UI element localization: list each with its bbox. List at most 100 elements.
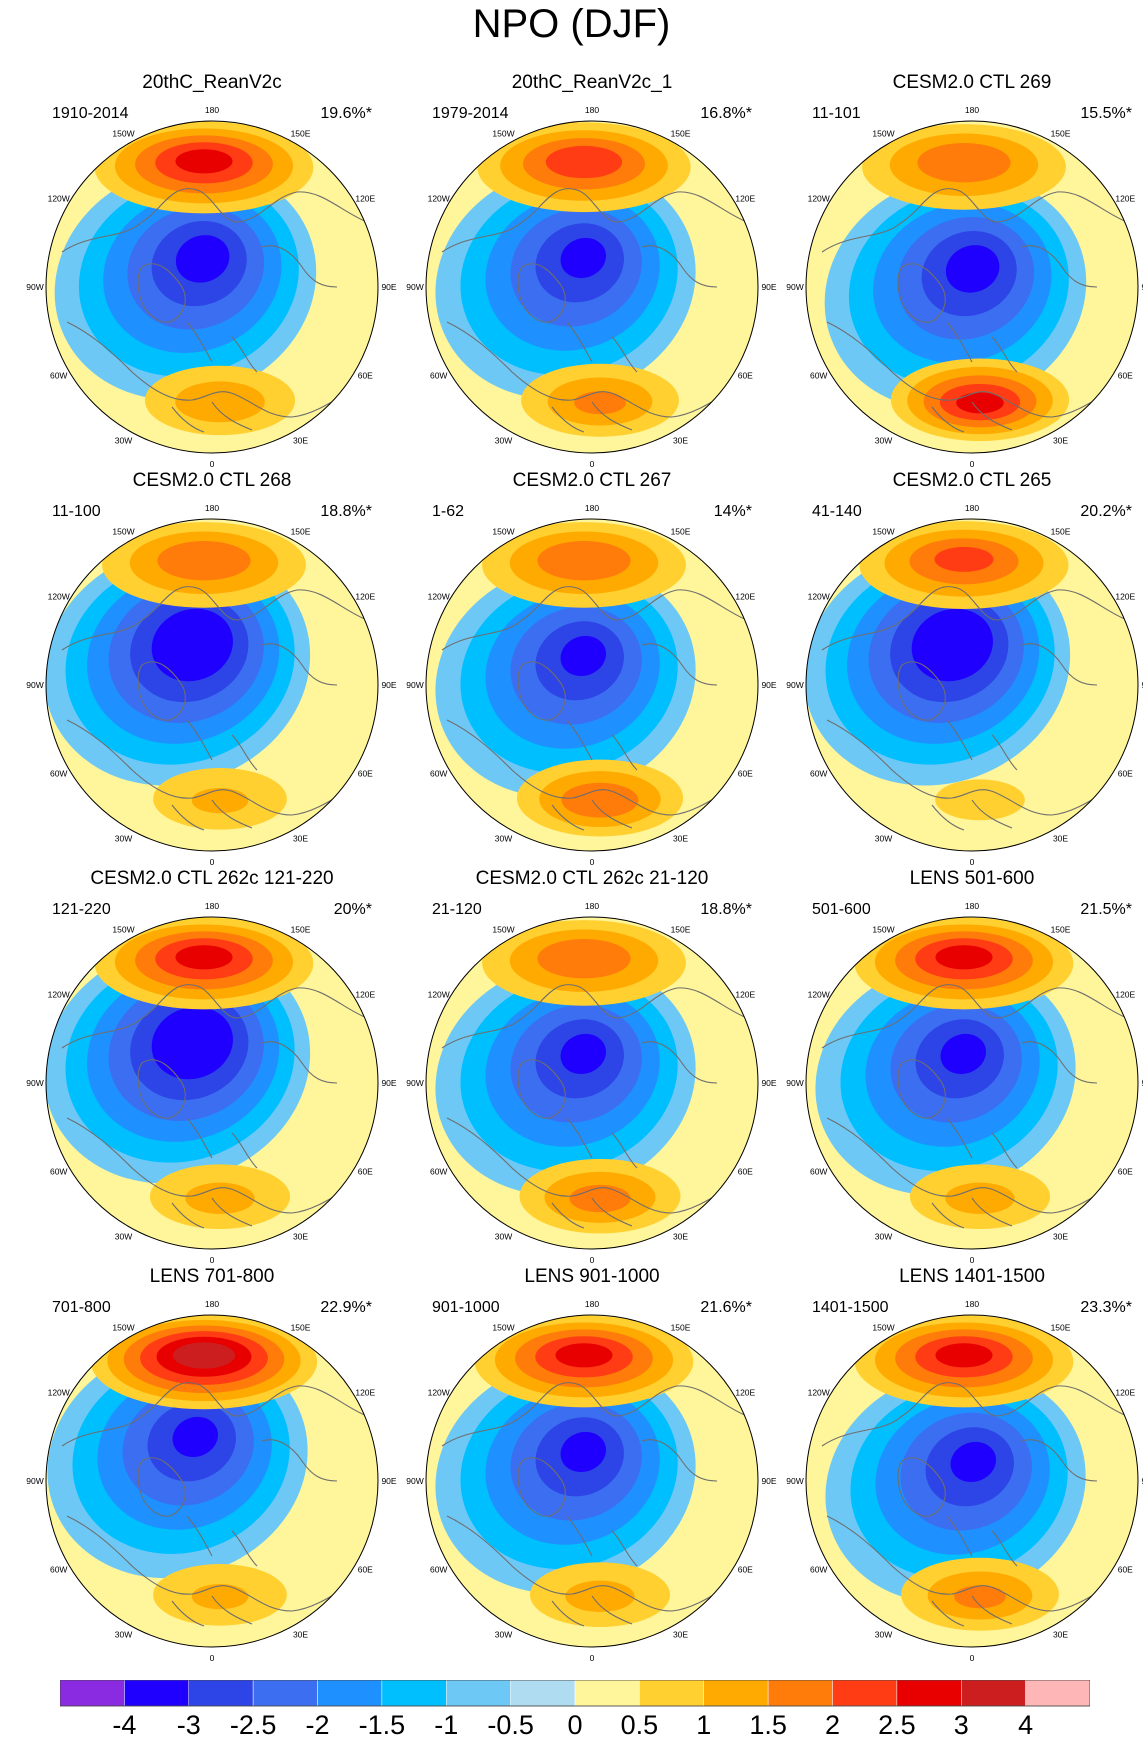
colorbar-tick-label: -1.5: [359, 1710, 406, 1736]
longitude-label: 120E: [1115, 1388, 1135, 1398]
longitude-label: 150E: [1051, 1323, 1071, 1333]
coastline: [826, 1515, 1113, 1612]
coastline: [931, 1197, 1013, 1229]
coastline: [826, 1117, 1113, 1214]
arctic-low-contour: [560, 635, 607, 677]
panel-title: CESM2.0 CTL 262c 121-220: [90, 868, 334, 889]
map-panel: 180 150E 120E 90E 60E 30E 0 30W 60W 90W 120W 150W CE…: [402, 868, 782, 1266]
longitude-label: 90W: [786, 282, 803, 292]
map-panel: 180 150E 120E 90E 60E 30E 0 30W 60W 90W 120W 150W LE…: [782, 1266, 1143, 1664]
colorbar-tick-label: -4: [112, 1710, 136, 1736]
longitude-label: 60W: [430, 1167, 447, 1177]
longitude-label: 90W: [26, 1476, 43, 1486]
arctic-low-contour: [151, 608, 233, 682]
longitude-label: 30W: [115, 1231, 132, 1241]
longitude-label: 90E: [761, 282, 776, 292]
field-layer: [426, 519, 758, 851]
pacific-high-contour: [537, 541, 631, 581]
polar-map: 180 150E 120E 90E 60E 30E 0 30W 60W 90W 120W 150W: [406, 503, 777, 867]
atlantic-high-contour: [935, 779, 1025, 821]
coastline: [446, 1515, 733, 1612]
longitude-label: 30W: [115, 833, 132, 843]
panel-years: 11-100: [52, 503, 101, 520]
arctic-low-contour: [175, 235, 230, 283]
longitude-label: 90E: [761, 680, 776, 690]
longitude-label: 30W: [495, 1231, 512, 1241]
longitude-label: 150E: [671, 925, 691, 935]
longitude-label: 120E: [735, 990, 755, 1000]
polar-map: 180 150E 120E 90E 60E 30E 0 30W 60W 90W 120W 150W: [406, 901, 777, 1265]
coastline: [186, 1515, 258, 1567]
longitude-label: 90E: [1141, 680, 1143, 690]
longitude-label: 30W: [115, 1629, 132, 1639]
map-boundary: [805, 1314, 1139, 1648]
atlantic-high-contour: [561, 782, 639, 818]
panel-variance: 21.6%*: [700, 1299, 752, 1316]
coastline: [441, 188, 748, 253]
longitude-label: 0: [590, 459, 595, 469]
coastline: [897, 1457, 946, 1517]
coastlines: [441, 188, 748, 433]
colorbar-swatch: [1025, 1679, 1091, 1707]
coastline: [897, 263, 946, 323]
panel-variance: 21.5%*: [1080, 901, 1132, 918]
longitude-label: 120E: [355, 990, 375, 1000]
longitude-label: 0: [970, 459, 975, 469]
longitude-label: 30E: [673, 1231, 688, 1241]
longitude-label: 120E: [735, 592, 755, 602]
coastline: [821, 188, 1128, 253]
map-boundary: [425, 916, 759, 1250]
coastline: [446, 719, 733, 816]
coastline: [186, 321, 258, 373]
map-panel: 180 150E 120E 90E 60E 30E 0 30W 60W 90W 120W 150W LE…: [402, 1266, 782, 1664]
atlantic-high-contour: [945, 1182, 1015, 1214]
coastline: [946, 1515, 1018, 1567]
longitude-label: 90E: [1141, 1476, 1143, 1486]
longitude-label: 150E: [291, 1323, 311, 1333]
longitude-label: 90E: [381, 1078, 396, 1088]
coastline: [261, 643, 338, 686]
arctic-low-contour: [940, 1033, 987, 1075]
longitude-label: 120E: [1115, 990, 1135, 1000]
coastline: [137, 263, 186, 323]
longitude-label: 150W: [492, 527, 514, 537]
coastlines: [61, 586, 368, 831]
colorbar-tick-label: -2: [305, 1710, 329, 1736]
coastline: [261, 1439, 338, 1482]
panel-years: 21-120: [432, 901, 482, 918]
coastline: [137, 1059, 186, 1119]
panel-variance: 14%*: [713, 503, 752, 520]
arctic-low-contour: [560, 1033, 607, 1075]
coastline: [1021, 1041, 1098, 1084]
map-boundary: [425, 518, 759, 852]
field-layer: [46, 121, 378, 453]
longitude-label: 120W: [428, 194, 450, 204]
longitude-label: 60W: [50, 371, 67, 381]
colorbar-swatch: [59, 1679, 125, 1707]
longitude-label: 0: [210, 1653, 215, 1663]
longitude-label: 60W: [810, 371, 827, 381]
panel-title: LENS 901-1000: [524, 1266, 660, 1287]
colorbar-tick-label: 2.5: [878, 1710, 916, 1736]
pacific-high-contour: [175, 149, 233, 174]
longitude-label: 90E: [381, 680, 396, 690]
atlantic-high-contour: [175, 381, 265, 423]
longitude-label: 120E: [735, 1388, 755, 1398]
panel-years: 11-101: [812, 105, 861, 122]
map-panel: 180 150E 120E 90E 60E 30E 0 30W 60W 90W 120W 150W 20…: [22, 72, 402, 470]
coastline: [641, 245, 718, 288]
longitude-label: 180: [205, 1299, 219, 1309]
atlantic-high-contour: [565, 1580, 635, 1612]
coastline: [186, 719, 258, 771]
field-layer: [426, 917, 758, 1249]
colorbar-swatch: [961, 1679, 1026, 1707]
colorbar-swatch: [124, 1679, 189, 1707]
arctic-low-contour: [945, 245, 1000, 293]
longitude-label: 0: [590, 857, 595, 867]
field-layer: [806, 1315, 1138, 1647]
longitude-label: 60E: [358, 1565, 373, 1575]
panel-title: 20thC_ReanV2c_1: [511, 72, 673, 93]
colorbar-swatch: [252, 1679, 318, 1707]
atlantic-high-contour: [574, 391, 626, 415]
longitude-label: 60W: [430, 769, 447, 779]
